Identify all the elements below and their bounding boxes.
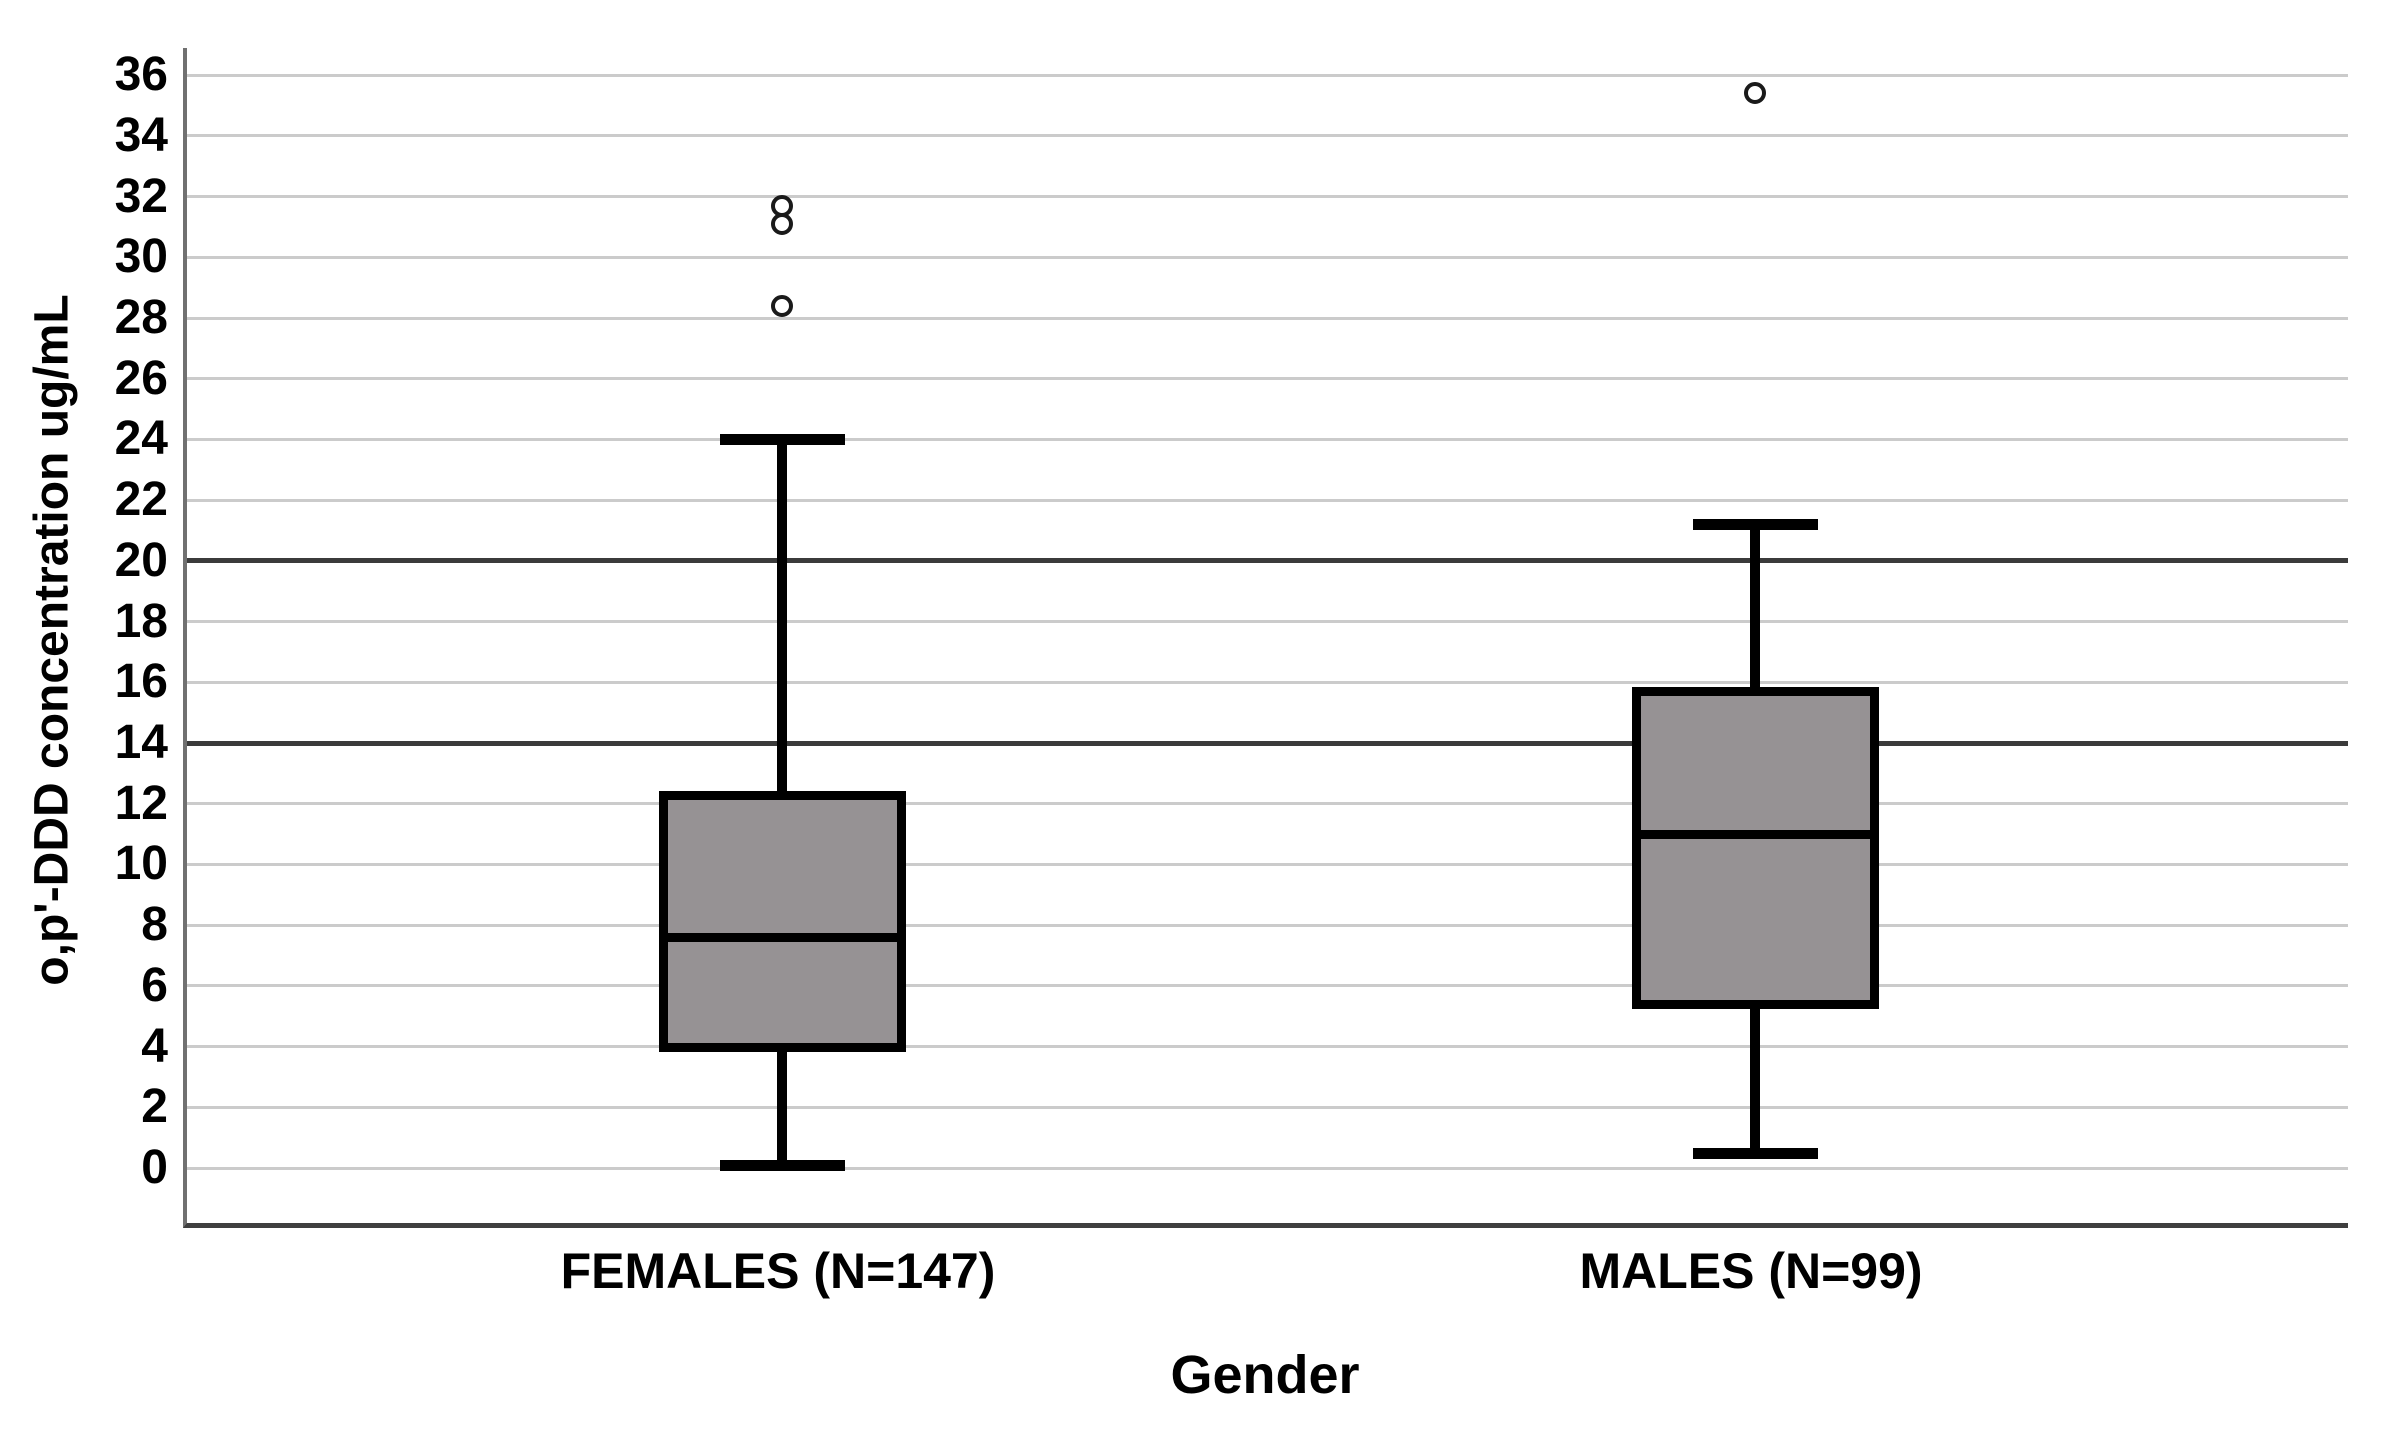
lower-whisker-line bbox=[1750, 1004, 1760, 1153]
gridline-y-22 bbox=[187, 498, 2348, 502]
x-axis-title: Gender bbox=[1170, 1345, 1360, 1405]
outlier-point-0 bbox=[1744, 82, 1766, 105]
y-tick-label-12: 12 bbox=[114, 776, 168, 830]
upper-whisker-line bbox=[777, 439, 787, 795]
y-tick-label-30: 30 bbox=[114, 230, 168, 284]
y-tick-label-16: 16 bbox=[114, 655, 168, 709]
plot-area bbox=[183, 48, 2348, 1228]
gridline-y-14 bbox=[187, 740, 2348, 746]
y-tick-label-20: 20 bbox=[114, 533, 168, 587]
x-category-label-females: FEMALES (N=147) bbox=[560, 1243, 996, 1299]
y-tick-label-24: 24 bbox=[114, 412, 168, 466]
upper-whisker-cap bbox=[1692, 519, 1818, 531]
median-line bbox=[1631, 830, 1879, 840]
outlier-point-2 bbox=[771, 194, 793, 217]
y-tick-label-14: 14 bbox=[114, 716, 168, 770]
y-tick-label-6: 6 bbox=[141, 958, 168, 1012]
median-line bbox=[658, 933, 906, 943]
y-tick-label-22: 22 bbox=[114, 473, 168, 527]
outlier-point-0 bbox=[771, 294, 793, 317]
gridline-y-20 bbox=[187, 558, 2348, 564]
gridline-y-16 bbox=[187, 680, 2348, 684]
y-tick-label-0: 0 bbox=[141, 1141, 168, 1194]
x-category-label-males: MALES (N=99) bbox=[1579, 1243, 1923, 1299]
upper-whisker-cap bbox=[719, 434, 845, 446]
gridline-y-8 bbox=[187, 923, 2348, 927]
y-tick-label-8: 8 bbox=[141, 898, 168, 952]
gridline-y-28 bbox=[187, 316, 2348, 320]
lower-whisker-cap bbox=[1692, 1147, 1818, 1159]
y-tick-label-10: 10 bbox=[114, 837, 168, 891]
iqr-box bbox=[658, 790, 906, 1052]
upper-whisker-line bbox=[1750, 524, 1760, 692]
y-tick-label-26: 26 bbox=[114, 351, 168, 405]
gridline-y-36 bbox=[187, 73, 2348, 77]
y-tick-label-32: 32 bbox=[114, 169, 168, 223]
iqr-box bbox=[1631, 687, 1879, 1010]
gridline-y-12 bbox=[187, 802, 2348, 806]
gridline-y-10 bbox=[187, 862, 2348, 866]
y-tick-label-28: 28 bbox=[114, 291, 168, 345]
gridline-y-32 bbox=[187, 195, 2348, 199]
gridline-y-30 bbox=[187, 255, 2348, 259]
gridline-y-24 bbox=[187, 437, 2348, 441]
gridline-y-4 bbox=[187, 1045, 2348, 1049]
gridline-y-6 bbox=[187, 984, 2348, 988]
lower-whisker-cap bbox=[719, 1159, 845, 1171]
y-tick-label-2: 2 bbox=[141, 1080, 168, 1134]
gridline-y-26 bbox=[187, 377, 2348, 381]
lower-whisker-line bbox=[777, 1046, 787, 1165]
gridline-y-2 bbox=[187, 1105, 2348, 1109]
gridline-y-0 bbox=[187, 1166, 2348, 1170]
y-tick-label-36: 36 bbox=[114, 48, 168, 102]
y-tick-label-4: 4 bbox=[141, 1019, 168, 1073]
y-tick-label-34: 34 bbox=[114, 108, 168, 162]
gridline-y-34 bbox=[187, 134, 2348, 138]
gridline-y-18 bbox=[187, 620, 2348, 624]
y-tick-label-18: 18 bbox=[114, 594, 168, 648]
